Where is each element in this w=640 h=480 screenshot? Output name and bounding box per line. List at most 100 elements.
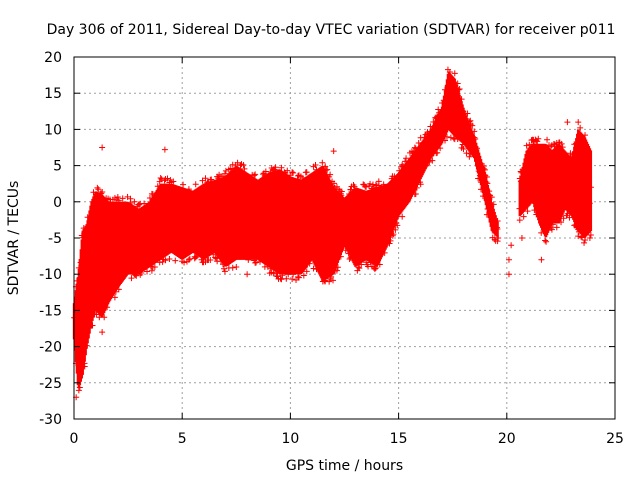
data-point xyxy=(115,286,122,293)
data-point xyxy=(494,225,501,232)
y-tick-label: 15 xyxy=(44,86,62,102)
data-point xyxy=(456,86,463,93)
data-point xyxy=(185,256,192,263)
data-point xyxy=(356,265,363,272)
data-point xyxy=(520,213,527,220)
data-point xyxy=(434,149,441,156)
data-point xyxy=(95,186,102,193)
x-tick-label: 10 xyxy=(281,431,299,447)
data-point xyxy=(172,257,179,264)
data-point xyxy=(312,162,319,169)
data-point-outlier xyxy=(538,256,545,263)
data-point xyxy=(490,201,497,208)
data-point xyxy=(371,265,378,272)
data-point xyxy=(466,118,473,125)
data-point xyxy=(241,165,248,172)
data-point xyxy=(494,238,501,245)
data-point xyxy=(460,146,467,153)
data-point-outlier xyxy=(319,278,326,285)
data-point xyxy=(322,163,329,170)
x-tick-label: 15 xyxy=(390,431,408,447)
data-point xyxy=(466,153,473,160)
data-point xyxy=(202,175,209,182)
data-point xyxy=(463,150,470,157)
data-point xyxy=(220,265,227,272)
data-point xyxy=(577,124,584,131)
data-point xyxy=(494,217,501,224)
data-point xyxy=(375,178,382,185)
data-point xyxy=(575,233,582,240)
data-point xyxy=(111,294,118,301)
data-point xyxy=(289,276,296,283)
data-point xyxy=(558,219,565,226)
data-point xyxy=(486,188,493,195)
y-tick-label: -10 xyxy=(39,267,62,283)
data-point xyxy=(412,191,419,198)
x-axis-title: GPS time / hours xyxy=(286,458,403,474)
data-point xyxy=(458,96,465,103)
data-point xyxy=(559,144,566,151)
data-point xyxy=(186,255,193,262)
data-point xyxy=(324,166,331,173)
data-point xyxy=(290,169,297,176)
data-point xyxy=(127,195,134,202)
data-point xyxy=(553,224,560,231)
data-point xyxy=(252,171,259,178)
data-point xyxy=(170,178,177,185)
data-point xyxy=(417,181,424,188)
data-point xyxy=(273,272,280,279)
data-point-outlier xyxy=(564,119,571,126)
y-tick-label: -15 xyxy=(39,303,62,319)
data-point xyxy=(240,162,247,169)
data-point xyxy=(251,172,258,179)
data-point xyxy=(386,240,393,247)
data-point-outlier xyxy=(505,271,512,278)
data-point xyxy=(272,164,279,171)
data-point xyxy=(367,180,374,187)
data-point xyxy=(413,184,420,191)
data-point-outlier xyxy=(508,242,515,249)
data-point-outlier xyxy=(233,263,240,270)
data-point xyxy=(534,138,541,145)
data-point xyxy=(337,253,344,260)
data-point xyxy=(516,217,523,224)
x-tick-label: 20 xyxy=(498,431,516,447)
data-point xyxy=(295,274,302,281)
data-point xyxy=(363,183,370,190)
data-point xyxy=(156,259,163,266)
data-point xyxy=(464,110,471,117)
data-point xyxy=(157,175,164,182)
data-point xyxy=(294,273,301,280)
y-tick-label: -30 xyxy=(39,412,62,428)
data-point-outlier xyxy=(575,119,582,126)
x-tick-label: 5 xyxy=(178,431,187,447)
data-point xyxy=(429,157,436,164)
data-point xyxy=(303,268,310,275)
data-point xyxy=(101,314,108,321)
data-point xyxy=(544,136,551,143)
data-point xyxy=(83,342,90,349)
y-axis-title: SDTVAR / TECUs xyxy=(6,181,22,296)
data-point xyxy=(303,169,310,176)
data-point xyxy=(423,162,430,169)
data-point xyxy=(331,180,338,187)
data-point xyxy=(355,264,362,271)
data-point xyxy=(207,256,214,263)
data-point xyxy=(437,145,444,152)
data-point-outlier xyxy=(330,148,337,155)
data-point xyxy=(330,277,337,284)
data-point xyxy=(446,68,453,75)
chart-title: Day 306 of 2011, Sidereal Day-to-day VTE… xyxy=(47,22,616,38)
data-point xyxy=(548,226,555,233)
data-point xyxy=(192,181,199,188)
data-point xyxy=(442,137,449,144)
data-point xyxy=(451,70,458,77)
plot-frame xyxy=(73,56,616,420)
data-point xyxy=(535,135,542,142)
data-point xyxy=(151,264,158,271)
y-tick-label: 20 xyxy=(44,50,62,66)
y-tick-label: -25 xyxy=(39,376,62,392)
data-point xyxy=(283,275,290,282)
y-tick-label: 0 xyxy=(53,195,62,211)
data-point xyxy=(148,267,155,274)
